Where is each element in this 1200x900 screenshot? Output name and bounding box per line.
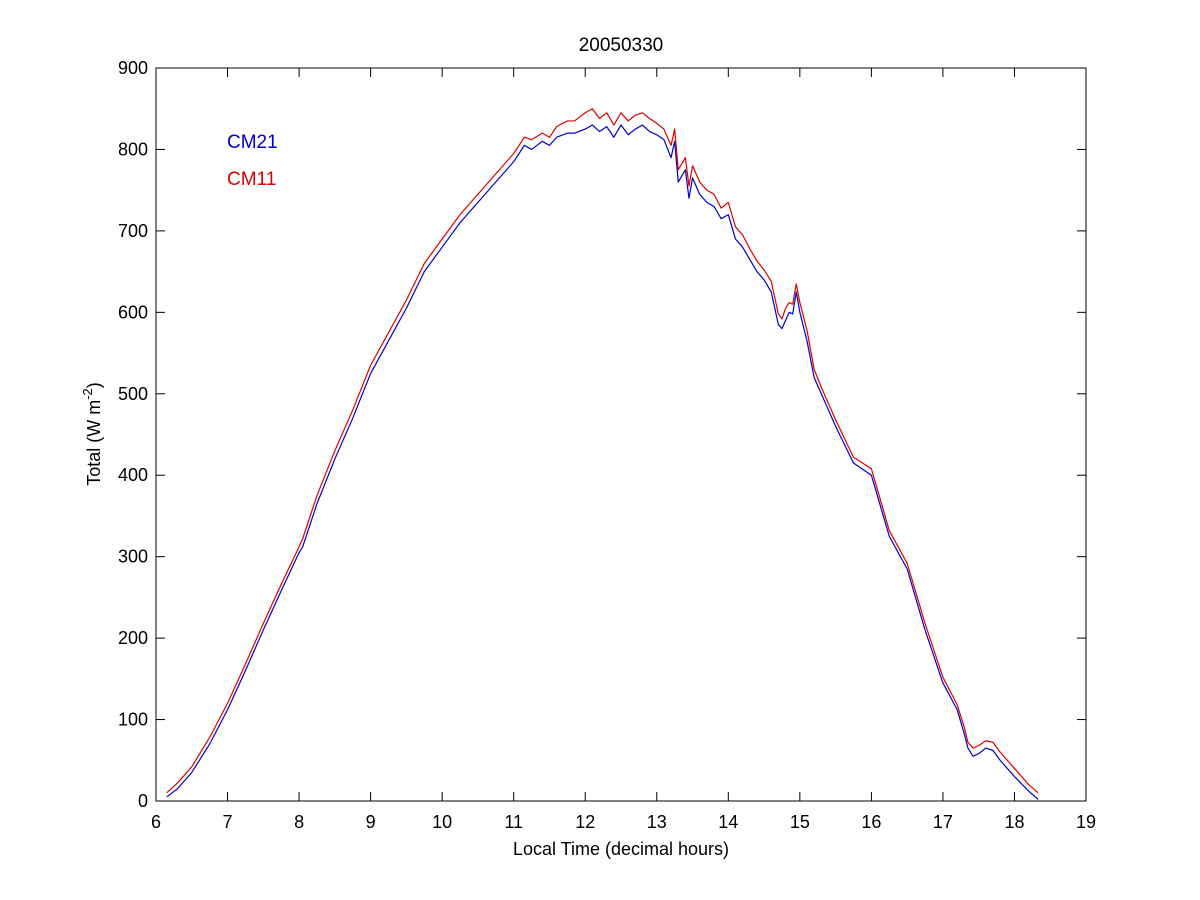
x-tick-label: 9	[366, 812, 376, 832]
x-tick-label: 19	[1076, 812, 1096, 832]
chart-title: 20050330	[579, 35, 664, 56]
x-tick-label: 6	[151, 812, 161, 832]
y-tick-label: 200	[118, 628, 148, 648]
x-tick-label: 18	[1004, 812, 1024, 832]
series-layer	[166, 108, 1039, 800]
y-axis-label-prefix: Total (W m	[84, 400, 104, 486]
x-tick-label: 7	[223, 812, 233, 832]
x-tick-label: 17	[933, 812, 953, 832]
y-axis-label-suffix: )	[84, 382, 104, 388]
y-tick-label: 100	[118, 710, 148, 730]
series-line-cm21	[166, 124, 1039, 800]
x-tick-label: 16	[861, 812, 881, 832]
x-tick-label: 15	[790, 812, 810, 832]
x-axis-label: Local Time (decimal hours)	[513, 839, 729, 859]
y-tick-label: 600	[118, 302, 148, 322]
series-line-cm11	[166, 108, 1039, 794]
y-axis-label-superscript: -2	[80, 388, 95, 400]
legend-entry-cm11: CM11	[227, 169, 276, 190]
axes-box	[155, 67, 1087, 802]
ticks-layer: 6 7 8 9 10 11 12 13 14 15 16 17 18 19 0 100 200 300 400 500…	[118, 58, 1096, 832]
x-tick-label: 10	[432, 812, 452, 832]
x-tick-label: 11	[504, 812, 523, 832]
legend-entry-cm21: CM21	[227, 132, 278, 153]
x-tick-label: 8	[294, 812, 304, 832]
y-tick-label: 700	[118, 221, 148, 241]
y-tick-label: 0	[138, 791, 148, 811]
y-tick-label: 400	[118, 465, 148, 485]
y-axis-label: Total (W m-2)	[80, 382, 104, 486]
y-tick-label: 800	[118, 139, 148, 159]
y-tick-label: 300	[118, 547, 148, 567]
x-tick-label: 14	[718, 812, 738, 832]
x-tick-label: 12	[575, 812, 595, 832]
y-tick-label: 900	[118, 58, 148, 78]
x-tick-label: 13	[647, 812, 667, 832]
plot-area	[156, 68, 1086, 801]
y-tick-label: 500	[118, 384, 148, 404]
